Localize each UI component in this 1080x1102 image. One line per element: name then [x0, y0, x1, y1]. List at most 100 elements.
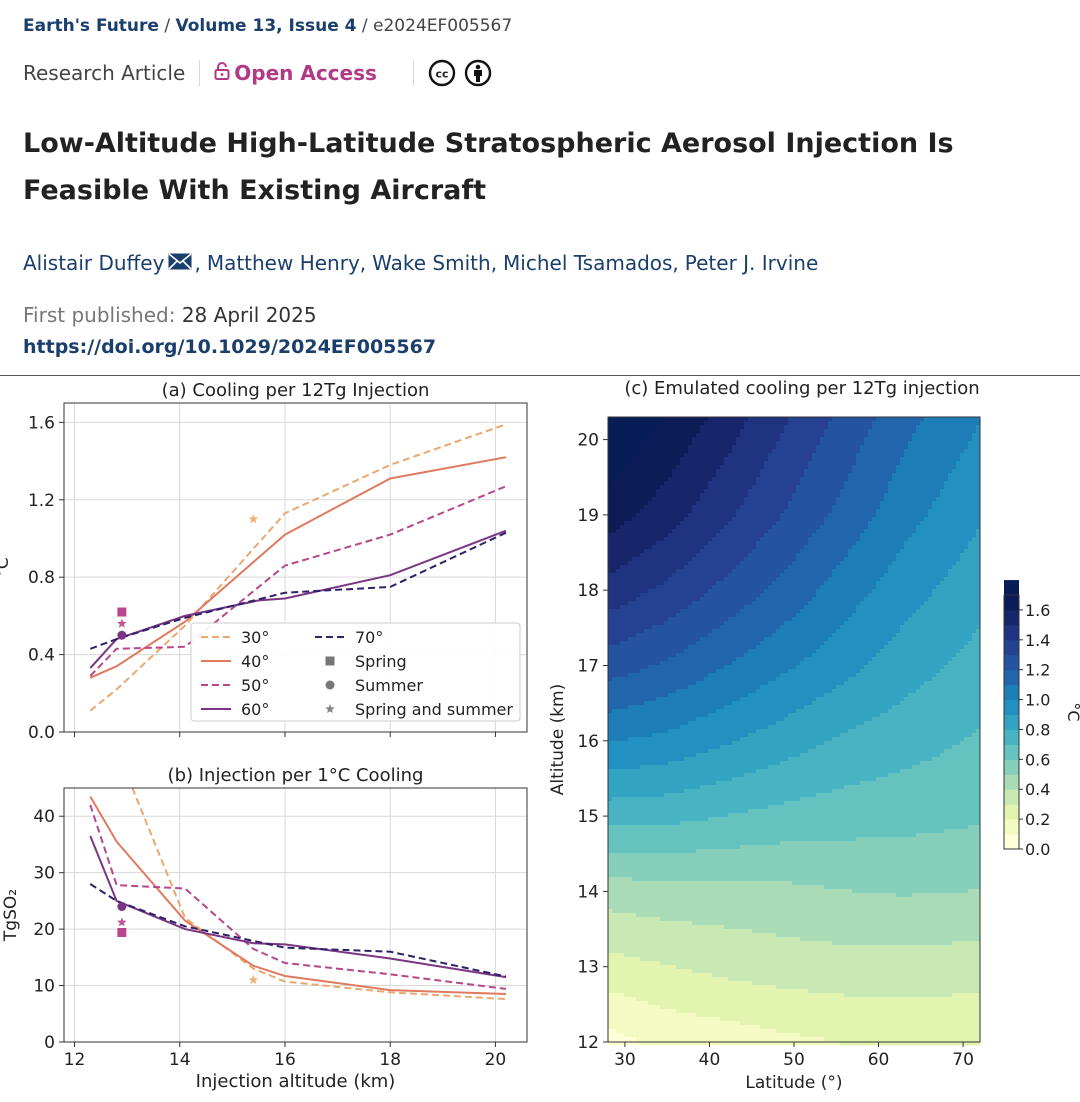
heatmap-cell — [700, 857, 705, 862]
heatmap-cell — [716, 545, 721, 550]
author-link[interactable]: Alistair Duffey — [23, 251, 164, 275]
heatmap-cell — [680, 973, 685, 978]
heatmap-cell — [696, 681, 701, 686]
heatmap-cell — [704, 777, 709, 782]
heatmap-cell — [644, 745, 649, 750]
heatmap-cell — [668, 1021, 673, 1026]
heatmap-cell — [616, 565, 621, 570]
heatmap-cell — [664, 489, 669, 494]
heatmap-cell — [664, 461, 669, 466]
heatmap-cell — [656, 969, 661, 974]
heatmap-cell — [692, 805, 697, 810]
heatmap-cell — [676, 917, 681, 922]
heatmap-cell — [616, 869, 621, 874]
heatmap-cell — [692, 453, 697, 458]
heatmap-cell — [712, 721, 717, 726]
author-link[interactable]: Michel Tsamados — [503, 251, 672, 275]
heatmap-cell — [672, 737, 677, 742]
heatmap-cell — [708, 625, 713, 630]
heatmap-cell — [640, 717, 645, 722]
heatmap-cell — [728, 509, 733, 514]
heatmap-cell — [692, 821, 697, 826]
heatmap-cell — [672, 425, 677, 430]
heatmap-cell — [728, 697, 733, 702]
heatmap-cell — [640, 769, 645, 774]
heatmap-cell — [656, 749, 661, 754]
heatmap-cell — [636, 621, 641, 626]
heatmap-cell — [716, 769, 721, 774]
heatmap-cell — [688, 557, 693, 562]
heatmap-cell — [656, 841, 661, 846]
heatmap-cell — [724, 521, 729, 526]
heatmap-cell — [644, 845, 649, 850]
heatmap-cell — [684, 589, 689, 594]
heatmap-cell — [696, 445, 701, 450]
heatmap-cell — [724, 857, 729, 862]
heatmap-cell — [644, 601, 649, 606]
heatmap-cell — [612, 749, 617, 754]
license-icons[interactable]: cc — [428, 59, 492, 87]
journal-link[interactable]: Earth's Future — [23, 16, 159, 36]
issue-link[interactable]: Volume 13, Issue 4 — [176, 16, 357, 36]
heatmap-cell — [608, 641, 613, 646]
open-access-badge[interactable]: Open Access — [214, 61, 377, 85]
heatmap-cell — [632, 561, 637, 566]
heatmap-cell — [660, 609, 665, 614]
mail-icon[interactable] — [168, 251, 192, 275]
heatmap-cell — [656, 837, 661, 842]
heatmap-cell — [664, 805, 669, 810]
heatmap-cell — [664, 1037, 669, 1042]
heatmap-cell — [612, 421, 617, 426]
heatmap-cell — [664, 633, 669, 638]
heatmap-cell — [692, 485, 697, 490]
heatmap-cell — [692, 789, 697, 794]
heatmap-cell — [724, 657, 729, 662]
author-link[interactable]: Wake Smith — [372, 251, 491, 275]
heatmap-cell — [692, 745, 697, 750]
heatmap-cell — [632, 1021, 637, 1026]
heatmap-cell — [720, 845, 725, 850]
heatmap-cell — [688, 713, 693, 718]
heatmap-cell — [680, 601, 685, 606]
heatmap-cell — [656, 489, 661, 494]
heatmap-cell — [688, 525, 693, 530]
author-link[interactable]: Matthew Henry — [207, 251, 360, 275]
heatmap-cell — [612, 501, 617, 506]
heatmap-cell — [692, 957, 697, 962]
heatmap-cell — [668, 501, 673, 506]
heatmap-cell — [612, 865, 617, 870]
heatmap-cell — [668, 505, 673, 510]
heatmap-cell — [644, 789, 649, 794]
heatmap-cell — [716, 477, 721, 482]
doi-link[interactable]: https://doi.org/10.1029/2024EF005567 — [23, 336, 436, 358]
heatmap-cell — [696, 965, 701, 970]
heatmap-cell — [624, 477, 629, 482]
heatmap-cell — [628, 765, 633, 770]
open-lock-icon — [214, 61, 230, 85]
heatmap-cell — [652, 809, 657, 814]
heatmap-cell — [708, 537, 713, 542]
heatmap-cell — [628, 841, 633, 846]
heatmap-cell — [728, 973, 733, 978]
heatmap-cell — [680, 517, 685, 522]
heatmap-cell — [644, 549, 649, 554]
heatmap-cell — [692, 969, 697, 974]
heatmap-cell — [664, 949, 669, 954]
heatmap-cell — [612, 937, 617, 942]
heatmap-cell — [612, 817, 617, 822]
heatmap-cell — [708, 989, 713, 994]
heatmap-cell — [656, 545, 661, 550]
heatmap-cell — [632, 965, 637, 970]
heatmap-cell — [648, 997, 653, 1002]
heatmap-cell — [724, 745, 729, 750]
heatmap-cell — [608, 925, 613, 930]
heatmap-cell — [624, 1029, 629, 1034]
heatmap-cell — [724, 981, 729, 986]
author-link[interactable]: Peter J. Irvine — [685, 251, 819, 275]
heatmap-cell — [672, 961, 677, 966]
heatmap-cell — [608, 757, 613, 762]
heatmap-cell — [652, 429, 657, 434]
heatmap-cell — [636, 817, 641, 822]
heatmap-cell — [632, 485, 637, 490]
heatmap-cell — [716, 761, 721, 766]
